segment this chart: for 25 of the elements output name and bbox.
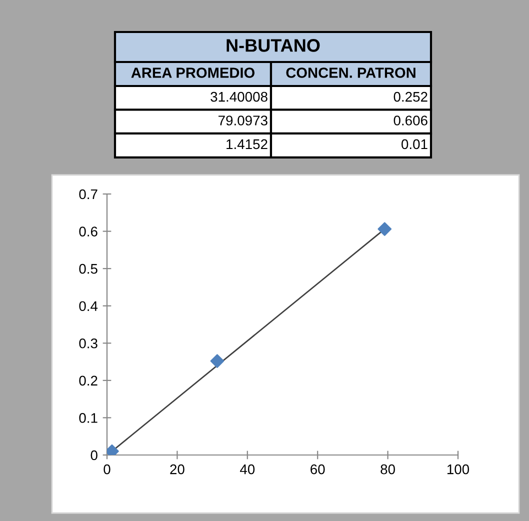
- text: N-BUTANO: [226, 39, 320, 52]
- x-tick-label: 0: [104, 464, 110, 474]
- y-tick-label: 0.3: [79, 338, 98, 348]
- y-tick-label: 0.7: [79, 189, 98, 200]
- y-tick-label: 0.4: [79, 301, 98, 312]
- point: [210, 354, 224, 368]
- y-tick-label: 0: [90, 450, 98, 460]
- y-tick-label: 0.2: [79, 376, 98, 386]
- point: [378, 222, 392, 236]
- text: 0.252: [394, 92, 428, 102]
- text: 1.4152: [226, 139, 268, 150]
- x-tick-label: 80: [380, 464, 395, 474]
- text: 0.01: [402, 139, 428, 150]
- x-tick-label: 60: [310, 464, 325, 474]
- x-tick-label: 100: [447, 464, 470, 474]
- text: 0.606: [394, 116, 428, 126]
- text: CONCEN. PATRON: [286, 68, 416, 78]
- text: 79.0973: [218, 116, 268, 126]
- y-tick-label: 0.6: [79, 226, 98, 236]
- y-tick-label: 0.1: [79, 413, 98, 423]
- x-tick-label: 20: [170, 464, 184, 474]
- x-tick-label: 40: [240, 464, 255, 474]
- y-tick-label: 0.5: [79, 264, 98, 274]
- text: AREA PROMEDIO: [131, 68, 254, 78]
- text: 31.40008: [210, 92, 268, 102]
